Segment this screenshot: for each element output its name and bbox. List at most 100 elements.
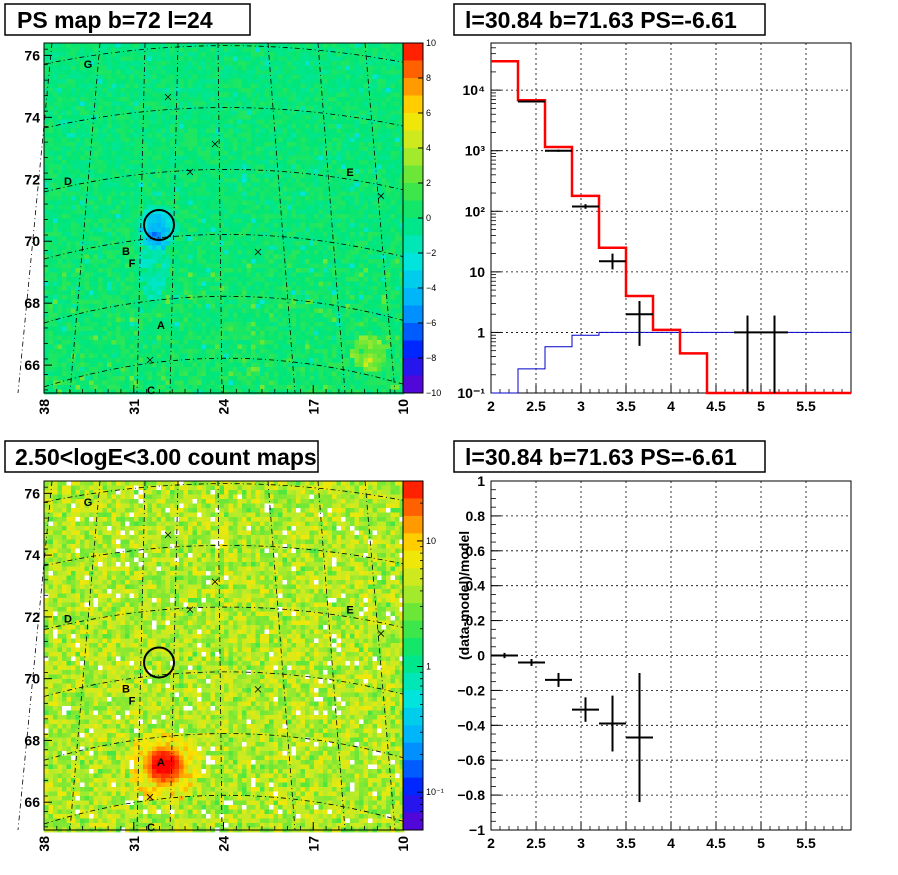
colorbar-tick-label: 0 bbox=[426, 213, 431, 223]
source-x-marker bbox=[164, 93, 172, 101]
residual-plot: 2 2.5 3 3.5 4 4.5 5 5.5 1 0.8 0.6 0.4 0.2 0 −0.2 −0.4 −0… bbox=[457, 473, 852, 851]
y-tick-label: 70 bbox=[24, 233, 40, 249]
data-point bbox=[734, 315, 761, 393]
source-label-c: C bbox=[147, 385, 155, 397]
colorbar-segment bbox=[403, 585, 423, 604]
data-point bbox=[545, 149, 572, 152]
colorbar-tick-label: 2 bbox=[426, 178, 431, 188]
x-tick-label: 5 bbox=[757, 398, 765, 414]
y-tick-label: 66 bbox=[24, 794, 40, 810]
x-tick-label: 17 bbox=[305, 399, 321, 415]
data-point bbox=[761, 315, 788, 393]
source-label-d: D bbox=[64, 614, 72, 626]
source-label-d: D bbox=[64, 176, 72, 188]
colorbar-segment bbox=[403, 725, 423, 744]
data-point bbox=[599, 253, 626, 270]
source-label-e: E bbox=[346, 167, 353, 179]
colorbar-segment bbox=[403, 340, 423, 359]
y-tick-label: −0.4 bbox=[457, 717, 485, 733]
y-tick-label: 1 bbox=[477, 473, 485, 489]
colorbar-segment bbox=[403, 323, 423, 341]
y-tick-label: 70 bbox=[24, 671, 40, 687]
colorbar-segment bbox=[403, 603, 423, 622]
x-tick-label: 31 bbox=[126, 399, 142, 415]
colorbar-tick-label: −4 bbox=[426, 283, 436, 293]
colorbar-tick-label: −6 bbox=[426, 318, 436, 328]
source-x-marker bbox=[211, 140, 219, 148]
colorbar-segment bbox=[403, 515, 423, 534]
y-tick-label: 10³ bbox=[465, 143, 486, 159]
source-label-b: B bbox=[122, 683, 130, 695]
y-tick-label: 72 bbox=[24, 171, 40, 187]
colorbar-segment bbox=[403, 533, 423, 552]
colorbar-tick-label: 10⁻¹ bbox=[426, 787, 444, 797]
source-label-a: A bbox=[157, 320, 165, 332]
x-tick-label: 2 bbox=[487, 835, 495, 851]
colorbar-segment bbox=[403, 43, 423, 61]
colorbar-tick-label: 8 bbox=[426, 73, 431, 83]
y-tick-label: 72 bbox=[24, 609, 40, 625]
x-tick-label: 4 bbox=[667, 835, 675, 851]
colorbar-segment bbox=[403, 550, 423, 569]
colorbar-tick-label: −8 bbox=[426, 353, 436, 363]
x-tick-label: 10 bbox=[395, 399, 411, 415]
data-point bbox=[572, 204, 599, 209]
y-tick-label: 10 bbox=[469, 264, 485, 280]
colorbar-tick-label: 6 bbox=[426, 108, 431, 118]
x-tick-label: 4.5 bbox=[706, 398, 726, 414]
colorbar-segment bbox=[403, 672, 423, 691]
colorbar-segment bbox=[403, 218, 423, 236]
x-tick-label: 5 bbox=[757, 835, 765, 851]
colorbar-segment bbox=[403, 288, 423, 306]
colorbar-segment bbox=[403, 620, 423, 639]
colorbar-segment bbox=[403, 638, 423, 656]
source-x-marker bbox=[377, 192, 385, 200]
colorbar-segment bbox=[403, 812, 423, 831]
colorbar-segment bbox=[403, 707, 423, 726]
data-point bbox=[518, 658, 545, 666]
y-tick-label: 68 bbox=[24, 732, 40, 748]
source-x-marker bbox=[211, 578, 219, 585]
colorbar-segment bbox=[403, 690, 423, 709]
count-map-axes: 76 74 72 70 68 66 38 31 24 17 10 bbox=[24, 485, 411, 851]
ps-map-heatmap bbox=[44, 43, 405, 395]
source-label-g: G bbox=[84, 497, 93, 509]
y-tick-label: −0.8 bbox=[457, 787, 485, 803]
y-tick-label: 10⁻¹ bbox=[457, 385, 485, 401]
colorbar-segment bbox=[403, 795, 423, 814]
x-tick-label: 2.5 bbox=[526, 398, 546, 414]
y-tick-label: 10² bbox=[465, 203, 486, 219]
count-map-heatmap bbox=[44, 481, 405, 833]
colorbar-tick-label: 10 bbox=[426, 536, 436, 546]
y-tick-label: 76 bbox=[24, 47, 40, 63]
y-tick-label: −0.2 bbox=[457, 682, 485, 698]
source-label-e: E bbox=[346, 605, 353, 617]
colorbar-segment bbox=[403, 183, 423, 201]
x-tick-label: 2 bbox=[487, 398, 495, 414]
ps-map-title: PS map b=72 l=24 bbox=[4, 3, 251, 36]
selected-source-circle bbox=[143, 209, 175, 241]
colorbar-segment bbox=[403, 481, 423, 499]
colorbar-segment bbox=[403, 165, 423, 184]
colorbar-tick-label: −10 bbox=[426, 388, 441, 398]
colorbar-segment bbox=[403, 305, 423, 324]
colorbar-tick-label: 1 bbox=[426, 662, 431, 672]
source-label-a: A bbox=[157, 757, 165, 769]
x-tick-label: 2.5 bbox=[526, 835, 546, 851]
data-point bbox=[572, 697, 599, 722]
colorbar-segment bbox=[403, 130, 423, 149]
count-map-colorbar: 10 1 10⁻¹ bbox=[402, 480, 444, 831]
y-tick-label: 66 bbox=[24, 357, 40, 373]
source-x-marker bbox=[186, 168, 194, 176]
x-tick-label: 31 bbox=[126, 836, 142, 852]
y-tick-label: 10⁴ bbox=[463, 82, 486, 98]
x-tick-label: 10 bbox=[395, 836, 411, 852]
data-point bbox=[626, 672, 653, 803]
source-label-f: F bbox=[129, 695, 136, 707]
colorbar-tick-label: 4 bbox=[426, 143, 431, 153]
colorbar-segment bbox=[403, 60, 423, 79]
colorbar-segment bbox=[403, 358, 423, 376]
source-label-b: B bbox=[122, 246, 130, 258]
colorbar-segment bbox=[403, 655, 423, 674]
ps-map-grid-overlay: G D E BF A C bbox=[17, 42, 404, 397]
